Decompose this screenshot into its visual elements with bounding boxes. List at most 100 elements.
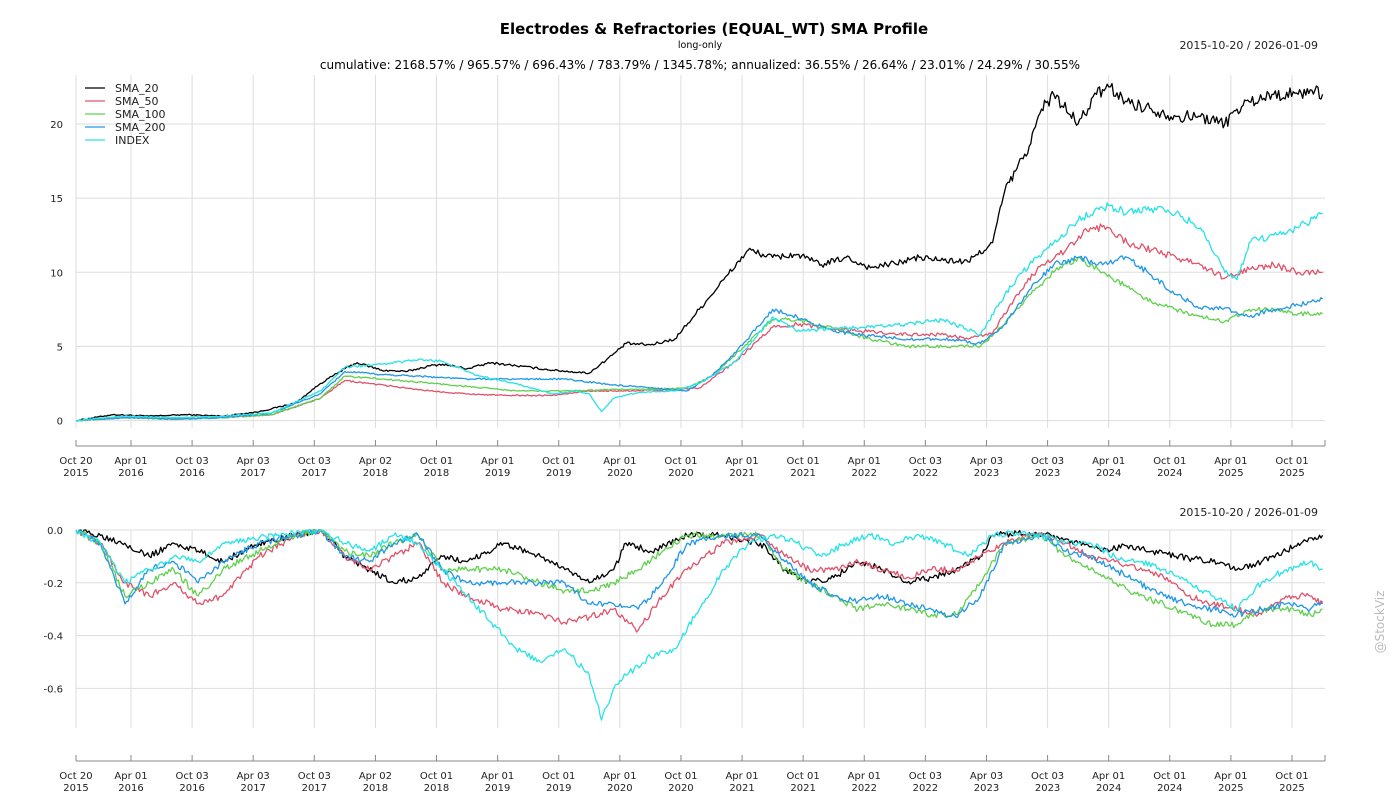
x-tick-label: Oct 03 (909, 771, 942, 782)
x-tick-label: Apr 02 (359, 771, 392, 782)
x-tick-label: Oct 03 (175, 456, 208, 467)
x-tick-year-label: 2024 (1096, 783, 1121, 794)
series-line-sma-50 (75, 529, 1324, 633)
bottom-series-group (75, 529, 1324, 721)
x-tick-label: Apr 01 (725, 456, 758, 467)
x-tick-year-label: 2016 (118, 783, 143, 794)
x-tick-label: Oct 01 (1153, 771, 1186, 782)
x-tick-label: Apr 01 (848, 456, 881, 467)
legend-label: SMA_20 (115, 82, 159, 95)
y-tick-label: 0.0 (47, 526, 63, 537)
x-tick-year-label: 2023 (1035, 783, 1060, 794)
x-tick-label: Oct 01 (420, 771, 453, 782)
x-tick-year-label: 2015 (63, 468, 88, 479)
x-tick-label: Apr 01 (725, 771, 758, 782)
x-tick-label: Oct 03 (1031, 771, 1064, 782)
x-tick-label: Oct 01 (787, 456, 820, 467)
series-line-index (75, 529, 1323, 721)
series-line-sma-100 (75, 529, 1323, 629)
series-line-index (75, 202, 1323, 422)
y-tick-label: -0.6 (43, 684, 63, 695)
y-tick-label: 20 (50, 120, 63, 131)
x-tick-label: Apr 01 (603, 456, 636, 467)
x-tick-label: Oct 01 (1153, 456, 1186, 467)
x-tick-year-label: 2020 (607, 468, 632, 479)
x-tick-year-label: 2024 (1157, 468, 1182, 479)
x-tick-year-label: 2016 (118, 468, 143, 479)
x-tick-year-label: 2018 (363, 783, 388, 794)
x-tick-label: Apr 03 (237, 771, 270, 782)
x-tick-label: Apr 01 (1214, 771, 1247, 782)
top-series-group (75, 82, 1324, 422)
x-tick-year-label: 2025 (1218, 468, 1243, 479)
x-tick-label: Apr 03 (237, 456, 270, 467)
series-line-sma-20 (75, 82, 1324, 422)
chart-title: Electrodes & Refractories (EQUAL_WT) SMA… (500, 20, 928, 38)
x-tick-year-label: 2018 (424, 468, 449, 479)
x-tick-year-label: 2025 (1279, 783, 1304, 794)
x-tick-year-label: 2021 (729, 468, 754, 479)
x-tick-label: Apr 01 (603, 771, 636, 782)
date-range-top: 2015-10-20 / 2026-01-09 (1179, 39, 1318, 52)
x-tick-year-label: 2022 (852, 783, 877, 794)
x-tick-label: Oct 03 (298, 771, 331, 782)
x-tick-year-label: 2021 (790, 468, 815, 479)
x-tick-year-label: 2017 (302, 468, 327, 479)
series-line-sma-50 (75, 223, 1323, 422)
top-grid (75, 75, 1325, 428)
x-tick-year-label: 2016 (179, 468, 204, 479)
x-tick-year-label: 2025 (1218, 783, 1243, 794)
x-tick-year-label: 2019 (546, 468, 571, 479)
x-tick-year-label: 2023 (974, 783, 999, 794)
x-tick-label: Oct 01 (664, 771, 697, 782)
series-line-sma-200 (75, 255, 1323, 422)
legend-label: SMA_100 (115, 108, 166, 121)
x-tick-label: Oct 01 (542, 456, 575, 467)
x-tick-year-label: 2025 (1279, 468, 1304, 479)
y-tick-label: -0.4 (43, 632, 63, 643)
x-tick-year-label: 2017 (240, 783, 265, 794)
x-tick-label: Oct 03 (175, 771, 208, 782)
x-tick-label: Oct 01 (542, 771, 575, 782)
x-tick-year-label: 2018 (363, 468, 388, 479)
y-tick-label: 15 (50, 194, 63, 205)
x-tick-year-label: 2021 (729, 783, 754, 794)
x-tick-label: Oct 03 (1031, 456, 1064, 467)
x-tick-label: Apr 01 (1092, 771, 1125, 782)
x-tick-label: Apr 01 (1214, 456, 1247, 467)
x-tick-label: Apr 03 (970, 771, 1003, 782)
bottom-grid (75, 529, 1325, 728)
legend-label: SMA_50 (115, 95, 159, 108)
y-tick-label: -0.2 (43, 579, 63, 590)
x-tick-year-label: 2023 (1035, 468, 1060, 479)
x-tick-label: Apr 01 (481, 456, 514, 467)
legend-label: SMA_200 (115, 121, 166, 134)
x-tick-label: Oct 20 (59, 456, 92, 467)
x-tick-label: Oct 01 (664, 456, 697, 467)
x-tick-label: Apr 01 (114, 456, 147, 467)
chart-subtitle: long-only (678, 40, 723, 51)
x-tick-year-label: 2020 (668, 468, 693, 479)
x-tick-year-label: 2019 (485, 783, 510, 794)
y-tick-label: 5 (57, 342, 63, 353)
series-line-sma-100 (75, 256, 1323, 422)
x-tick-year-label: 2019 (485, 468, 510, 479)
x-tick-year-label: 2017 (240, 468, 265, 479)
x-tick-year-label: 2022 (913, 783, 938, 794)
x-tick-label: Oct 03 (909, 456, 942, 467)
stats-summary: cumulative: 2168.57% / 965.57% / 696.43%… (320, 58, 1080, 72)
x-tick-year-label: 2020 (668, 783, 693, 794)
x-tick-label: Apr 02 (359, 456, 392, 467)
x-tick-year-label: 2016 (179, 783, 204, 794)
x-tick-label: Apr 01 (848, 771, 881, 782)
x-tick-label: Oct 01 (1275, 456, 1308, 467)
x-tick-year-label: 2024 (1096, 468, 1121, 479)
series-line-sma-200 (75, 529, 1324, 618)
x-tick-year-label: 2015 (63, 783, 88, 794)
legend-label: INDEX (115, 134, 150, 147)
x-tick-label: Apr 03 (970, 456, 1003, 467)
x-tick-year-label: 2021 (790, 783, 815, 794)
